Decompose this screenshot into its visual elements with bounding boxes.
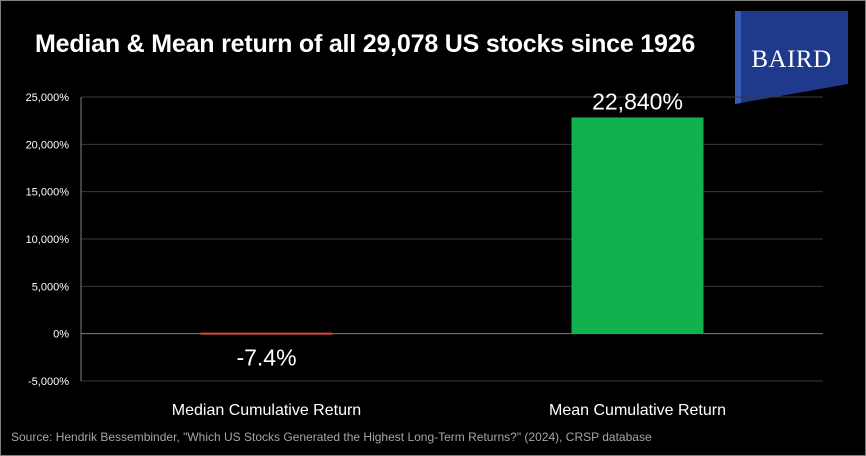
mean-data-label: 22,840% bbox=[592, 88, 683, 114]
y-tick-label: 5,000% bbox=[32, 281, 70, 293]
y-tick-label: 0% bbox=[53, 329, 69, 341]
median-data-label: -7.4% bbox=[236, 345, 296, 371]
y-tick-label: 15,000% bbox=[26, 187, 70, 199]
mean-category-label: Mean Cumulative Return bbox=[549, 402, 726, 419]
median-category-label: Median Cumulative Return bbox=[172, 402, 361, 419]
median-bar bbox=[200, 332, 333, 335]
chart-title: Median & Mean return of all 29,078 US st… bbox=[35, 30, 696, 58]
source-citation: Source: Hendrik Bessembinder, "Which US … bbox=[11, 430, 652, 444]
y-tick-label: 20,000% bbox=[26, 139, 70, 151]
baird-logo: BAIRD bbox=[735, 11, 848, 104]
y-tick-label: -5,000% bbox=[28, 376, 69, 388]
y-tick-label: 25,000% bbox=[26, 92, 70, 104]
y-tick-label: 10,000% bbox=[26, 234, 70, 246]
baird-logo-text: BAIRD bbox=[751, 46, 832, 73]
baird-logo-banner bbox=[735, 11, 848, 104]
mean-bar bbox=[571, 117, 704, 334]
